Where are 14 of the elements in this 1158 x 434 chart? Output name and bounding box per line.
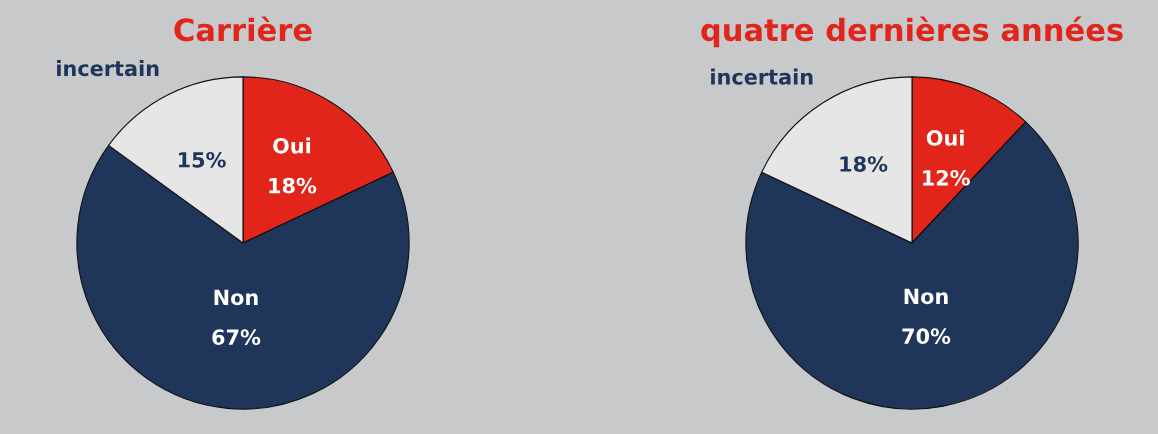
slice-label: incertain (711, 68, 813, 85)
data-label: 15% (178, 151, 226, 168)
data-label: 18% (269, 177, 317, 194)
slice-label: Non (214, 289, 258, 306)
chart-title: quatre dernières années (701, 16, 1123, 48)
chart-title: Carrière (174, 16, 312, 42)
data-label: 67% (212, 329, 261, 346)
data-label: 70% (902, 328, 951, 345)
slice-label: incertain (57, 60, 159, 77)
slice-label: Oui (926, 129, 964, 146)
slice-label: Oui (273, 137, 311, 154)
data-label: 18% (840, 156, 888, 172)
slice-label: Non (904, 288, 948, 305)
data-label: 12% (923, 169, 970, 186)
